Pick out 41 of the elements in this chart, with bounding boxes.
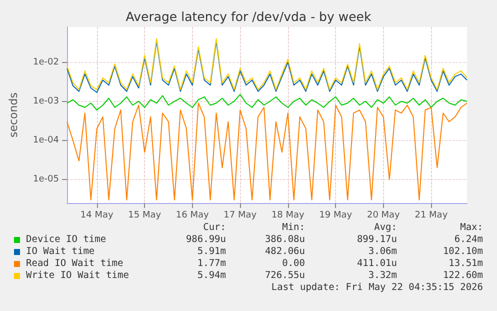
x-tick-label: 21 May <box>414 210 448 220</box>
x-tick-label: 16 May <box>176 210 210 220</box>
text: Last update: Fri May 22 04:35:15 2026 <box>271 282 483 294</box>
text: Min: <box>282 222 305 234</box>
text: 6.24m <box>454 234 483 246</box>
chart-title: Average latency for /dev/vda - by week <box>126 9 372 24</box>
text: 3.06m <box>368 246 397 258</box>
x-tick-label: 17 May <box>224 210 258 220</box>
text: 122.60m <box>442 270 483 282</box>
x-tick-label: 18 May <box>271 210 306 220</box>
y-tick-label: 1e-04 <box>33 135 60 146</box>
text: 482.06u <box>264 246 305 258</box>
text: 0.00 <box>282 258 305 270</box>
x-tick-label: 14 May <box>80 210 114 220</box>
line-series <box>66 94 468 111</box>
y-tick-label: 1e-03 <box>33 96 59 106</box>
x-tick-label: 15 May <box>128 210 162 220</box>
text: 102.10m <box>442 246 483 258</box>
x-tick-label: 20 May <box>366 210 401 220</box>
y-tick-label: 1e-05 <box>33 174 59 184</box>
x-tick-label: 19 May <box>319 210 353 220</box>
text: 986.99u <box>186 234 226 246</box>
text: 899.17u <box>356 234 397 246</box>
text: Max: <box>460 222 483 234</box>
text: 411.01u <box>356 258 397 270</box>
text: Avg: <box>374 222 397 234</box>
legend-label: Write IO Wait time <box>26 270 129 282</box>
legend-label: Device IO time <box>26 234 106 246</box>
legend-label: IO Wait time <box>26 246 95 258</box>
text: 386.08u <box>264 234 305 246</box>
line-series <box>66 102 468 200</box>
y-axis-title: seconds <box>7 92 20 138</box>
text: 1.77m <box>197 258 226 270</box>
legend-label: Read IO Wait time <box>26 258 124 270</box>
y-tick-label: 1e-02 <box>33 57 59 68</box>
text: 726.55u <box>264 270 305 282</box>
text: Cur: <box>203 222 226 234</box>
text: 5.94m <box>197 270 226 282</box>
text: 3.32m <box>368 270 397 282</box>
text: 13.51m <box>448 258 483 270</box>
text: 5.91m <box>197 246 226 258</box>
